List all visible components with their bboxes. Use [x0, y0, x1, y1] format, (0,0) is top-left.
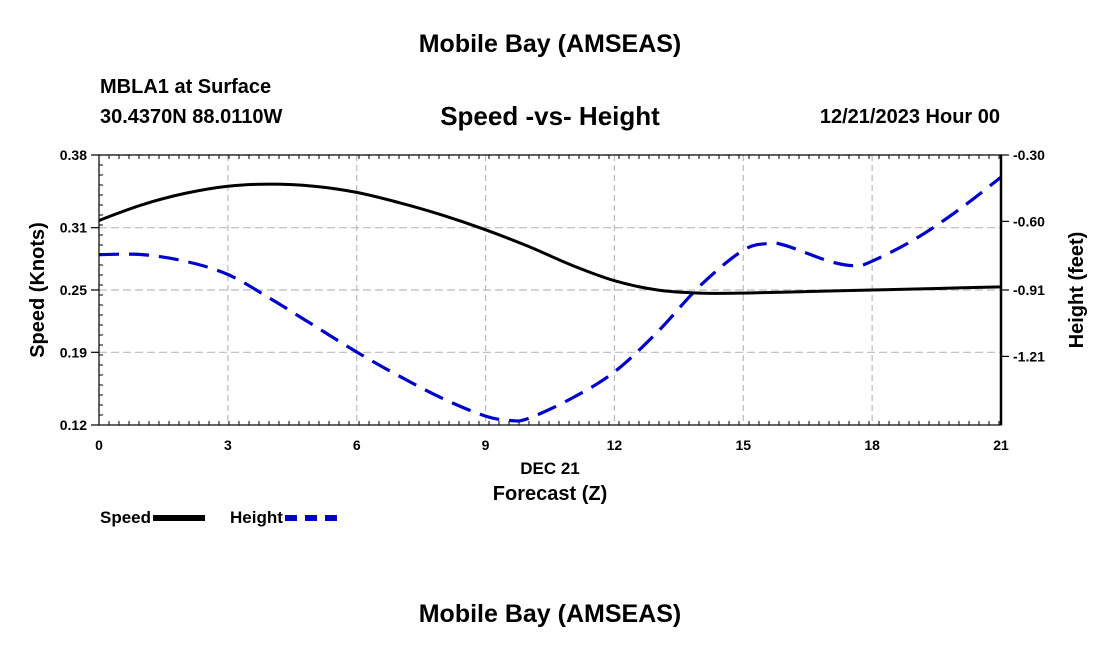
- forecast-datetime: 12/21/2023 Hour 00: [819, 106, 1000, 128]
- page-title: Mobile Bay (AMSEAS): [418, 30, 682, 58]
- speed-height-chart: 0 3 6 9 12 15 18 21 0.12 0.19 0.25 0.31 0.38 -0.30 -0.…: [27, 147, 1088, 505]
- series-line-height: [98, 175, 1002, 423]
- footer-title: Mobile Bay (AMSEAS): [418, 600, 682, 628]
- legend-swatch-speed: [153, 515, 206, 521]
- y2-tick-label: -1.21: [1013, 348, 1045, 364]
- legend-label-speed: Speed: [100, 508, 152, 527]
- y-tick-label: 0.19: [60, 344, 87, 360]
- y-tick-label: 0.25: [60, 282, 87, 298]
- x-tick-label: 21: [993, 437, 1009, 453]
- x-tick-label: 12: [607, 437, 623, 453]
- y-tick-label: 0.38: [60, 147, 87, 163]
- axis-ticks: 0 3 6 9 12 15 18 21 0.12 0.19 0.25 0.31 0.38 -0.30 -0.…: [60, 147, 1045, 453]
- x-axis-label: Forecast (Z): [493, 483, 607, 505]
- legend-swatch-height: [284, 515, 337, 521]
- series-line-speed: [98, 182, 1002, 295]
- y2-tick-label: -0.91: [1013, 282, 1045, 298]
- x-tick-label: 9: [482, 437, 490, 453]
- x-tick-label: 0: [95, 437, 103, 453]
- y2-axis-label: Height (feet): [1066, 232, 1088, 349]
- y-axis-label: Speed (Knots): [27, 222, 49, 358]
- x-axis-date-label: DEC 21: [520, 459, 580, 478]
- y2-tick-label: -0.60: [1013, 213, 1045, 229]
- x-tick-label: 6: [353, 437, 361, 453]
- x-tick-label: 15: [735, 437, 751, 453]
- chart-title: Speed -vs- Height: [440, 101, 660, 131]
- x-tick-label: 3: [224, 437, 232, 453]
- y-tick-label: 0.31: [60, 220, 87, 236]
- legend-label-height: Height: [230, 508, 283, 527]
- x-tick-label: 18: [864, 437, 880, 453]
- station-label: MBLA1 at Surface: [100, 76, 272, 98]
- legend-speed: Speed: [100, 508, 206, 528]
- y-tick-label: 0.12: [60, 417, 87, 433]
- legend-height: Height: [230, 508, 337, 528]
- series-lines: [98, 175, 1002, 423]
- coordinates-label: 30.4370N 88.0110W: [100, 106, 283, 128]
- y2-tick-label: -0.30: [1013, 147, 1045, 163]
